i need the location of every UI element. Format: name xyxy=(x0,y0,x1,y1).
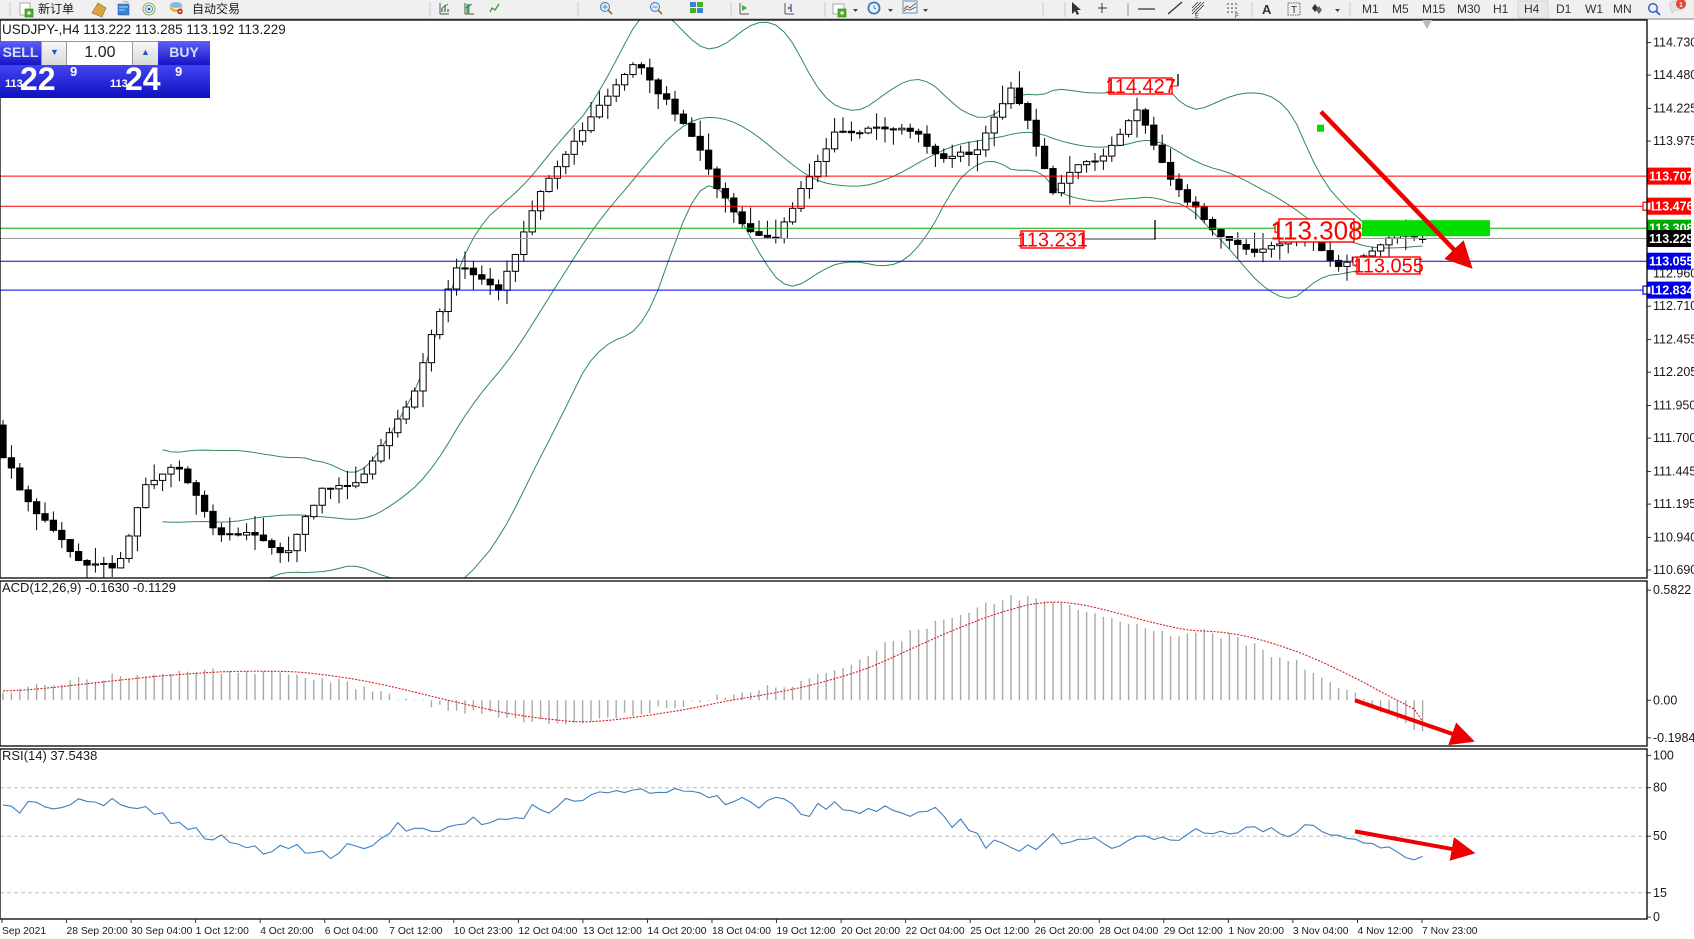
svg-text:113.231: 113.231 xyxy=(1017,229,1088,251)
svg-text:50: 50 xyxy=(1653,829,1667,843)
svg-text:1 Nov 20:00: 1 Nov 20:00 xyxy=(1228,926,1284,937)
svg-text:15: 15 xyxy=(1653,886,1667,900)
svg-text:6 Oct 04:00: 6 Oct 04:00 xyxy=(325,926,379,937)
svg-text:7 Nov 23:00: 7 Nov 23:00 xyxy=(1422,926,1478,937)
svg-text:4 Oct 20:00: 4 Oct 20:00 xyxy=(260,926,314,937)
svg-text:ACD(12,26,9) -0.1630 -0.1129: ACD(12,26,9) -0.1630 -0.1129 xyxy=(2,580,176,595)
svg-text:RSI(14) 37.5438: RSI(14) 37.5438 xyxy=(2,748,97,763)
svg-text:112.455: 112.455 xyxy=(1653,333,1694,347)
svg-text:114.480: 114.480 xyxy=(1653,68,1694,82)
svg-text:113.707: 113.707 xyxy=(1649,170,1694,184)
svg-text:114.730: 114.730 xyxy=(1653,36,1694,50)
svg-text:110.690: 110.690 xyxy=(1653,563,1694,577)
svg-text:113.975: 113.975 xyxy=(1653,134,1694,148)
svg-text:13 Oct 12:00: 13 Oct 12:00 xyxy=(583,926,642,937)
svg-text:114.427: 114.427 xyxy=(1105,76,1176,98)
svg-text:28 Sep 20:00: 28 Sep 20:00 xyxy=(67,926,129,937)
svg-text:29 Oct 12:00: 29 Oct 12:00 xyxy=(1164,926,1223,937)
svg-text:19 Oct 12:00: 19 Oct 12:00 xyxy=(777,926,836,937)
svg-text:111.950: 111.950 xyxy=(1653,399,1694,413)
svg-text:111.700: 111.700 xyxy=(1653,431,1694,445)
svg-text:80: 80 xyxy=(1653,781,1667,795)
svg-text:113.308: 113.308 xyxy=(1270,215,1362,245)
svg-text:-0.1984: -0.1984 xyxy=(1653,731,1694,745)
svg-text:114.225: 114.225 xyxy=(1653,101,1694,115)
svg-text:111.195: 111.195 xyxy=(1653,497,1694,511)
svg-text:111.445: 111.445 xyxy=(1653,464,1694,478)
svg-text:10 Oct 23:00: 10 Oct 23:00 xyxy=(454,926,513,937)
svg-text:0.00: 0.00 xyxy=(1653,693,1677,707)
svg-text:112.834: 112.834 xyxy=(1649,284,1694,298)
svg-text:113.476: 113.476 xyxy=(1649,200,1694,214)
svg-text:1 Oct 12:00: 1 Oct 12:00 xyxy=(196,926,250,937)
svg-text:18 Oct 04:00: 18 Oct 04:00 xyxy=(712,926,771,937)
svg-text:110.940: 110.940 xyxy=(1653,530,1694,544)
svg-text:112.205: 112.205 xyxy=(1653,365,1694,379)
svg-text:4 Nov 12:00: 4 Nov 12:00 xyxy=(1358,926,1414,937)
svg-text:26 Oct 20:00: 26 Oct 20:00 xyxy=(1035,926,1094,937)
svg-text:0: 0 xyxy=(1653,910,1660,924)
svg-text:3 Nov 04:00: 3 Nov 04:00 xyxy=(1293,926,1349,937)
svg-text:12 Oct 04:00: 12 Oct 04:00 xyxy=(518,926,577,937)
svg-text:USDJPY-,H4 113.222 113.285 11: USDJPY-,H4 113.222 113.285 113.192 113.2… xyxy=(2,22,286,37)
svg-text:112.960: 112.960 xyxy=(1653,267,1694,281)
svg-text:30 Sep 04:00: 30 Sep 04:00 xyxy=(131,926,193,937)
svg-text:20 Oct 20:00: 20 Oct 20:00 xyxy=(841,926,900,937)
svg-text:0.5822: 0.5822 xyxy=(1653,583,1691,597)
svg-text:Sep 2021: Sep 2021 xyxy=(2,926,46,937)
svg-text:28 Oct 04:00: 28 Oct 04:00 xyxy=(1099,926,1158,937)
svg-text:22 Oct 04:00: 22 Oct 04:00 xyxy=(906,926,965,937)
svg-text:14 Oct 20:00: 14 Oct 20:00 xyxy=(648,926,707,937)
svg-text:113.229: 113.229 xyxy=(1649,232,1694,246)
svg-text:25 Oct 12:00: 25 Oct 12:00 xyxy=(970,926,1029,937)
svg-text:112.710: 112.710 xyxy=(1653,299,1694,313)
svg-text:113.055: 113.055 xyxy=(1353,255,1424,277)
svg-text:7 Oct 12:00: 7 Oct 12:00 xyxy=(389,926,443,937)
svg-text:100: 100 xyxy=(1653,748,1674,762)
